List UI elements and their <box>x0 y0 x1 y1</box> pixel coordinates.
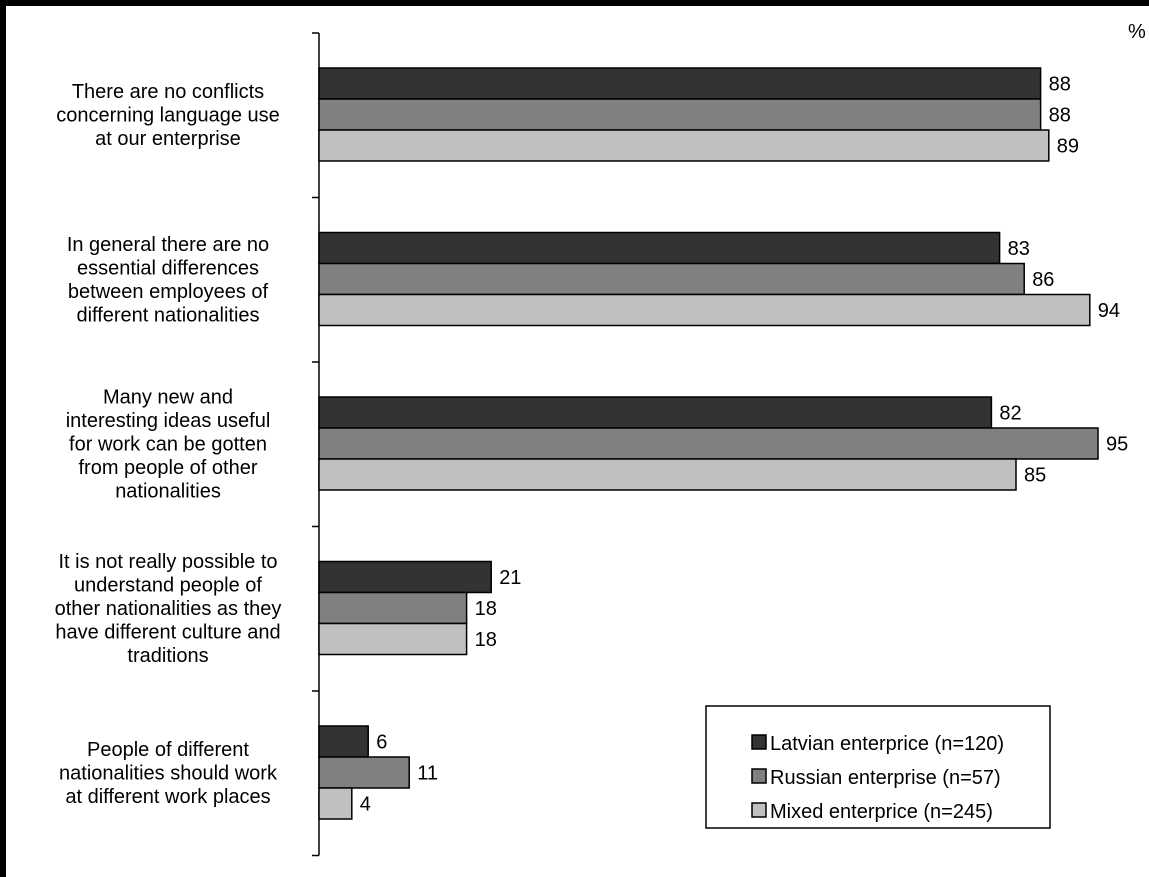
category-label-line: other nationalities as they <box>55 598 282 620</box>
legend-label: Mixed enterprice (n=245) <box>770 801 993 823</box>
category-label-line: for work can be gotten <box>69 434 267 456</box>
legend-label: Latvian enterprice (n=120) <box>770 733 1004 755</box>
category-label-line: essential differences <box>77 257 259 279</box>
data-label: 85 <box>1024 465 1046 487</box>
bar <box>318 787 353 820</box>
data-label: 94 <box>1098 300 1120 322</box>
category-label-line: at our enterprise <box>95 128 241 150</box>
category-label-line: There are no conflicts <box>72 81 264 103</box>
bar <box>318 293 1091 327</box>
bar <box>318 231 1001 265</box>
data-label: 83 <box>1008 238 1030 260</box>
data-label: 95 <box>1106 434 1128 456</box>
legend-swatch <box>751 768 767 784</box>
bar <box>318 129 1050 162</box>
data-label: 89 <box>1057 136 1079 158</box>
data-label: 11 <box>417 763 438 785</box>
category-label-line: nationalities <box>115 481 221 503</box>
category-label-line: Many new and <box>103 387 233 409</box>
bar <box>318 98 1042 131</box>
bar <box>318 396 993 429</box>
category-label-line: understand people of <box>74 575 262 597</box>
bar <box>318 560 492 594</box>
bar <box>318 427 1099 460</box>
category-label-line: It is not really possible to <box>59 551 278 573</box>
legend-label: Russian enterprise (n=57) <box>770 767 1001 789</box>
data-label: 88 <box>1049 74 1071 96</box>
y-axis <box>312 32 320 857</box>
data-label: 21 <box>499 567 521 589</box>
category-label-line: between employees of <box>68 281 269 303</box>
bar <box>318 67 1042 100</box>
legend-swatch <box>751 802 767 818</box>
category-label-line: different nationalities <box>76 304 259 326</box>
category-label-line: from people of other <box>79 457 258 479</box>
bar <box>318 458 1017 491</box>
unit-label: % <box>1128 21 1146 43</box>
category-label-line: People of different <box>87 739 249 761</box>
data-label: 6 <box>376 732 387 754</box>
category-label-line: have different culture and <box>55 622 280 644</box>
bar <box>318 725 369 758</box>
data-label: 86 <box>1032 269 1054 291</box>
category-label-line: at different work places <box>65 786 270 808</box>
category-label-line: concerning language use <box>56 105 280 127</box>
category-label-line: traditions <box>127 645 208 667</box>
category-label-line: In general there are no <box>67 234 269 256</box>
bar <box>318 622 468 656</box>
data-label: 82 <box>999 403 1021 425</box>
data-label: 4 <box>360 794 371 816</box>
bar <box>318 591 468 625</box>
bar <box>318 262 1025 296</box>
data-label: 18 <box>475 598 497 620</box>
category-label-line: interesting ideas useful <box>66 410 271 432</box>
data-label: 18 <box>475 629 497 651</box>
data-label: 88 <box>1049 105 1071 127</box>
category-label-line: nationalities should work <box>59 763 278 785</box>
legend: Latvian enterprice (n=120) Russian enterp… <box>705 705 1051 829</box>
bar <box>318 756 410 789</box>
legend-swatch <box>751 734 767 750</box>
